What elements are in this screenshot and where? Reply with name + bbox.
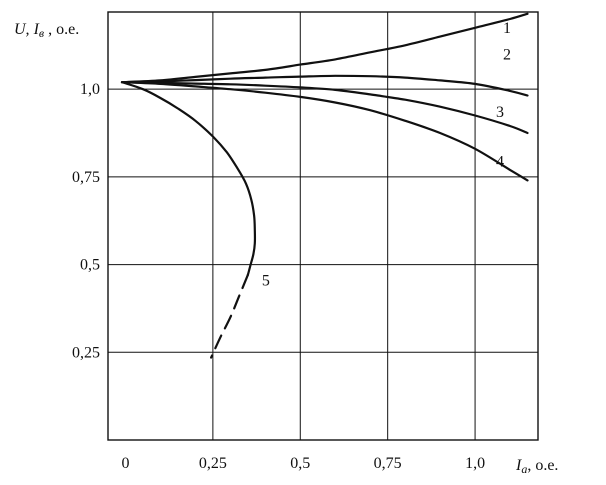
y-axis-unit: , о.е.	[44, 21, 79, 38]
curve-label-4: 4	[496, 153, 504, 170]
curve-5	[120, 81, 257, 277]
x-tick-label: 1,0	[465, 455, 485, 472]
tick-labels: 0 0,25 0,5 0,75 1,0 0,25 0,5 0,75 1,0	[72, 81, 485, 472]
curve-label-1: 1	[503, 20, 511, 37]
curve-1	[120, 12, 529, 84]
curve-5-dashed	[210, 274, 249, 359]
curve-label-3: 3	[496, 104, 504, 121]
x-tick-label: 0	[121, 455, 129, 472]
x-axis-var: I	[515, 457, 522, 474]
curve-2	[120, 74, 529, 97]
curve-3	[120, 81, 529, 135]
x-axis-title: Ia, о.е.	[515, 457, 558, 476]
y-tick-label: 1,0	[80, 81, 100, 98]
x-axis-unit: , о.е.	[527, 457, 558, 474]
x-tick-label: 0,5	[290, 455, 310, 472]
y-tick-label: 0,25	[72, 344, 100, 361]
y-tick-label: 0,75	[72, 169, 100, 186]
plot-frame	[107, 11, 539, 441]
y-tick-label: 0,5	[80, 257, 100, 274]
y-axis-var1: U,	[14, 21, 34, 38]
curve-label-5: 5	[262, 273, 270, 290]
curve-labels: 1 2 3 4 5	[262, 20, 511, 290]
y-axis-var2: I	[33, 21, 40, 38]
y-axis-sub: в	[39, 26, 44, 40]
curve-4	[120, 81, 529, 182]
y-axis-title: U, Iв , о.е.	[14, 21, 79, 40]
x-tick-label: 0,25	[199, 455, 227, 472]
curves	[120, 12, 529, 359]
x-axis-sub: a	[521, 462, 527, 476]
x-tick-label: 0,75	[374, 455, 402, 472]
curve-label-2: 2	[503, 46, 511, 63]
